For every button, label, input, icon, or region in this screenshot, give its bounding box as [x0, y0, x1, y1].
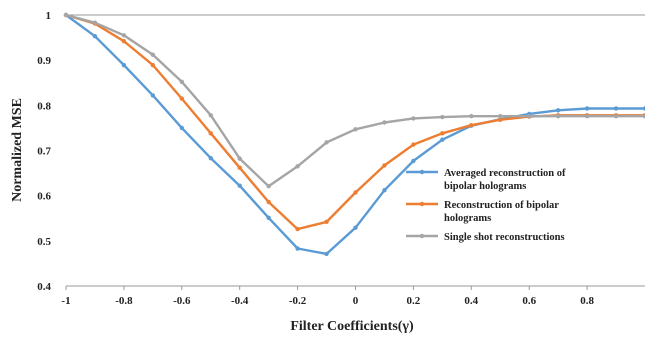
- legend-label: Single shot reconstructions: [444, 232, 565, 243]
- data-point: [469, 113, 474, 119]
- y-tick-label: 0.9: [37, 55, 51, 67]
- data-point: [92, 34, 98, 39]
- y-tick-label: 0.8: [37, 100, 51, 112]
- legend-label: holograms: [444, 213, 491, 224]
- series-2: [63, 12, 645, 232]
- x-tick-label: 0.8: [580, 295, 594, 307]
- x-tick-label: 0.4: [464, 295, 478, 307]
- data-point: [150, 62, 156, 68]
- data-point: [121, 38, 127, 44]
- data-point: [266, 199, 271, 205]
- series-layer: [63, 12, 645, 257]
- data-point: [63, 12, 69, 18]
- data-point: [469, 123, 474, 128]
- axes: 0.4 0.5 0.6 0.7 0.8 0.9 1 -1 -0.8 -0.6 -0.4 -0.2 0 0.…: [37, 10, 645, 307]
- data-point: [179, 96, 184, 101]
- data-point: [411, 116, 416, 121]
- data-point: [208, 131, 213, 136]
- x-tick-label: 0.6: [522, 295, 536, 307]
- x-tick-label: -1: [61, 295, 70, 307]
- data-point: [208, 113, 213, 118]
- legend-label: Reconstruction of bipolar: [444, 200, 559, 211]
- data-point: [295, 246, 300, 251]
- data-point: [121, 33, 127, 38]
- legend: Averaged reconstruction of bipolar hologr…: [406, 168, 566, 243]
- data-point: [555, 108, 561, 113]
- data-point: [498, 117, 503, 122]
- data-point: [527, 113, 532, 119]
- data-point: [208, 155, 213, 161]
- data-point: [324, 251, 329, 257]
- data-point: [642, 113, 645, 119]
- data-point: [150, 52, 156, 57]
- data-point: [324, 140, 329, 145]
- data-point: [411, 142, 416, 147]
- x-tick-label: 0: [353, 295, 359, 307]
- data-point: [150, 93, 156, 98]
- data-point: [324, 219, 329, 225]
- x-tick-label: -0.4: [231, 295, 249, 307]
- series-line: [65, 13, 645, 231]
- data-point: [179, 79, 184, 85]
- y-tick-label: 0.5: [37, 236, 51, 248]
- y-axis-title: Normalized MSE: [10, 98, 25, 202]
- data-point: [295, 164, 300, 169]
- series-line: [65, 13, 645, 188]
- data-point: [613, 113, 619, 119]
- legend-item-1: Averaged reconstruction of bipolar hologr…: [406, 168, 566, 192]
- data-point: [353, 127, 358, 132]
- data-point: [382, 120, 387, 125]
- data-point: [266, 183, 271, 189]
- legend-marker: [419, 201, 425, 207]
- legend-marker: [419, 233, 425, 239]
- data-point: [295, 226, 300, 232]
- x-axis-title: Filter Coefficients(γ): [290, 319, 414, 334]
- series-1: [63, 12, 645, 257]
- data-point: [613, 106, 619, 111]
- data-point: [498, 113, 503, 119]
- data-point: [237, 156, 242, 161]
- data-point: [266, 215, 271, 220]
- y-tick-label: 0.4: [37, 281, 51, 293]
- data-point: [584, 113, 590, 119]
- x-tick-label: -0.2: [289, 295, 307, 307]
- y-tick-label: 0.6: [37, 191, 51, 203]
- data-point: [179, 125, 184, 131]
- data-point: [237, 183, 242, 188]
- y-tick-label: 1: [46, 10, 52, 22]
- x-tick-label: -0.8: [115, 295, 133, 307]
- legend-label: Averaged reconstruction of: [444, 168, 566, 179]
- data-point: [353, 225, 358, 230]
- data-point: [121, 62, 127, 68]
- data-point: [642, 106, 645, 111]
- data-point: [440, 137, 445, 142]
- data-point: [382, 188, 387, 193]
- series-3: [63, 12, 645, 189]
- x-tick-label: -0.6: [173, 295, 191, 307]
- legend-label: bipolar holograms: [444, 181, 526, 192]
- data-point: [440, 114, 445, 120]
- legend-marker: [419, 169, 425, 175]
- data-point: [353, 190, 358, 195]
- data-point: [440, 131, 445, 136]
- x-tick-label: 0.2: [407, 295, 421, 307]
- data-point: [237, 165, 242, 170]
- data-point: [584, 106, 590, 111]
- data-point: [411, 158, 416, 164]
- series-line: [65, 14, 645, 256]
- y-tick-label: 0.7: [37, 146, 51, 158]
- legend-item-3: Single shot reconstructions: [406, 232, 565, 243]
- data-point: [92, 20, 98, 25]
- data-point: [555, 113, 561, 119]
- legend-item-2: Reconstruction of bipolar holograms: [406, 200, 559, 224]
- data-point: [382, 163, 387, 168]
